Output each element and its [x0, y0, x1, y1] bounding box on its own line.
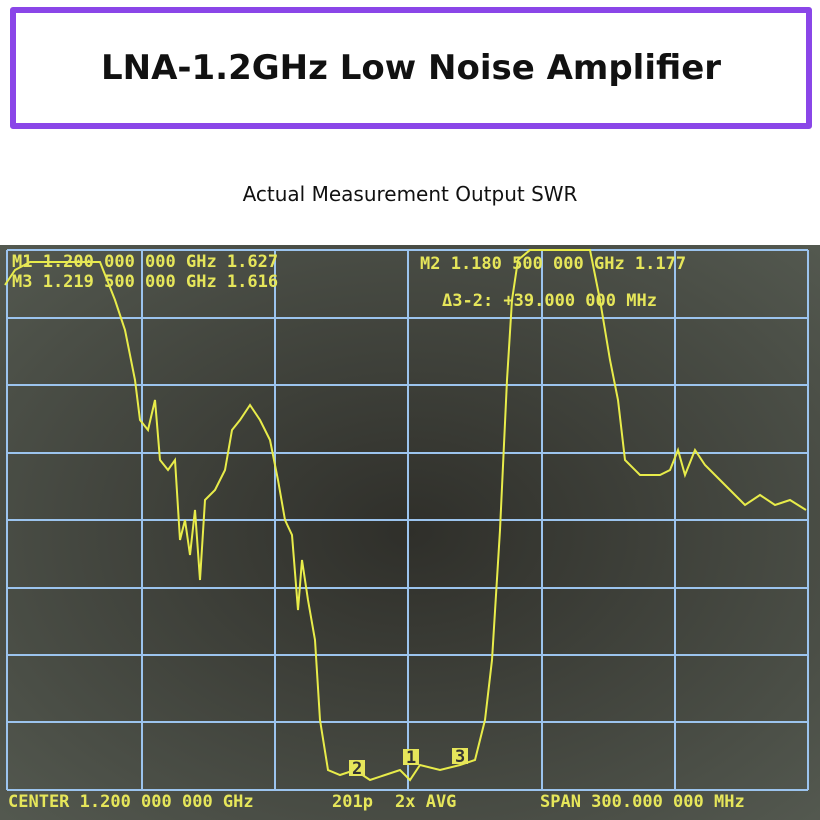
marker-flag: 1: [406, 748, 416, 768]
screen-background: [0, 245, 820, 820]
grid: [6, 249, 809, 791]
marker-flag-box: [403, 749, 419, 765]
averaging: 2x AVG: [395, 792, 456, 812]
marker-flag-box: [452, 748, 468, 764]
marker-readout: M3 1.219 500 000 GHz 1.616: [12, 272, 278, 292]
marker-readout: M2 1.180 500 000 GHz 1.177: [420, 254, 686, 274]
swr-trace: [4, 249, 807, 782]
marker-flag-box: [349, 760, 365, 776]
marker-flag: 2: [352, 759, 362, 779]
marker-readout: Δ3-2: +39.000 000 MHz: [442, 291, 657, 311]
marker-flag: 3: [455, 747, 465, 767]
title: LNA-1.2GHz Low Noise Amplifier: [10, 7, 812, 129]
center-frequency: CENTER 1.200 000 000 GHz: [8, 792, 254, 812]
subtitle: Actual Measurement Output SWR: [242, 182, 578, 206]
analyzer-screen: M1 1.200 000 000 GHz 1.627 M3 1.219 500 …: [0, 245, 820, 820]
marker-readout: M1 1.200 000 000 GHz 1.627: [12, 252, 278, 272]
span: SPAN 300.000 000 MHz: [540, 792, 745, 812]
points: 201p: [332, 792, 373, 812]
